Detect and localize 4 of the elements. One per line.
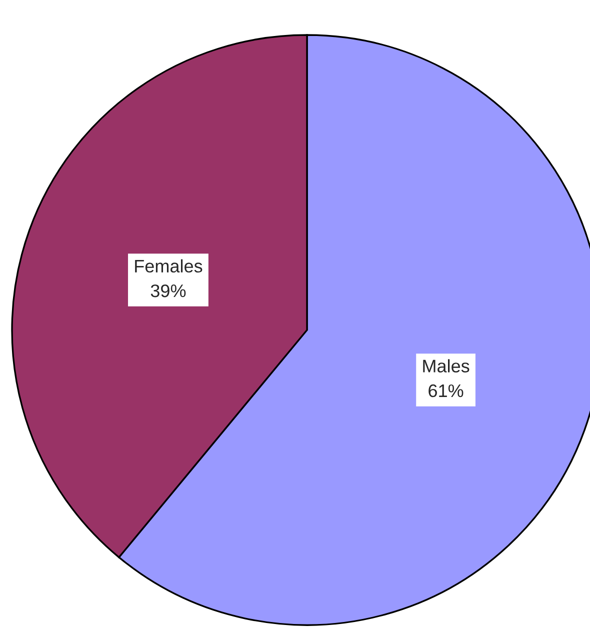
data-label: 39% [150, 284, 186, 298]
data-label: 61% [428, 384, 464, 398]
slice-label: Males [423, 359, 470, 372]
slice-label: Females [135, 259, 202, 273]
